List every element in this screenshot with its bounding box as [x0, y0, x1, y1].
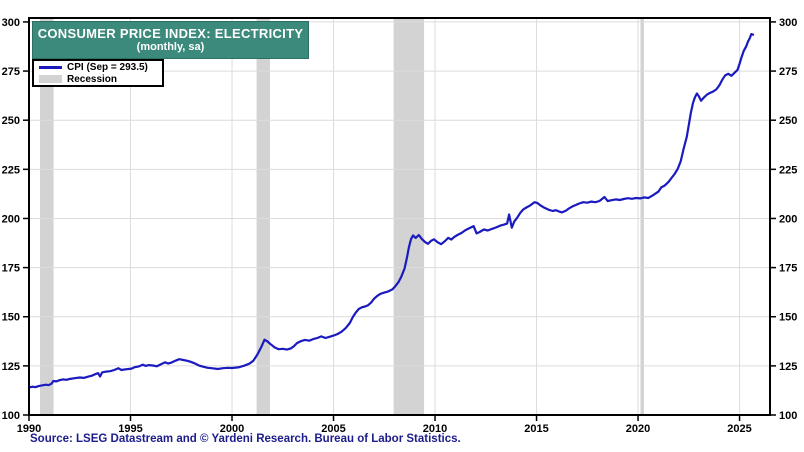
recession-band	[640, 18, 644, 415]
x-axis-label: 2015	[524, 423, 548, 435]
x-axis-label: 2000	[220, 423, 244, 435]
recession-band	[256, 18, 270, 415]
recession-band	[39, 18, 54, 415]
x-axis-label: 1995	[118, 423, 142, 435]
source-attribution: Source: LSEG Datastream and © Yardeni Re…	[30, 433, 461, 445]
y-axis-label-right: 175	[779, 263, 797, 275]
x-axis-label: 2005	[321, 423, 345, 435]
y-axis-label-left: 125	[2, 361, 20, 373]
chart-title-box: CONSUMER PRICE INDEX: ELECTRICITY (month…	[32, 21, 309, 59]
y-axis-label-right: 100	[779, 410, 797, 422]
y-axis-label-left: 225	[2, 164, 20, 176]
x-axis-label: 2025	[727, 423, 751, 435]
chart-title: CONSUMER PRICE INDEX: ELECTRICITY	[37, 26, 304, 41]
legend-cpi-label: CPI (Sep = 293.5)	[67, 61, 148, 73]
y-axis-label-right: 125	[779, 361, 797, 373]
y-axis-label-left: 200	[2, 213, 20, 225]
x-axis-label: 2010	[423, 423, 447, 435]
recession-swatch-icon	[39, 75, 62, 83]
y-axis-label-right: 275	[779, 66, 797, 78]
y-axis-label-right: 150	[779, 312, 797, 324]
legend-recession-label: Recession	[67, 73, 118, 85]
y-axis-label-left: 275	[2, 66, 20, 78]
y-axis-label-right: 250	[779, 115, 797, 127]
legend: CPI (Sep = 293.5) Recession	[32, 59, 164, 87]
cpi-series-line	[27, 32, 755, 389]
y-axis-label-right: 200	[779, 213, 797, 225]
chart-subtitle: (monthly, sa)	[136, 41, 205, 53]
y-axis-label-right: 300	[779, 17, 797, 29]
y-axis-label-left: 250	[2, 115, 20, 127]
x-axis-label: 2020	[626, 423, 650, 435]
cpi-line-swatch-icon	[39, 65, 62, 69]
legend-item-recession: Recession	[39, 74, 162, 85]
recession-band	[393, 18, 425, 415]
y-axis-label-right: 225	[779, 164, 797, 176]
y-axis-label-left: 100	[2, 410, 20, 422]
y-axis-label-left: 300	[2, 17, 20, 29]
x-axis-label: 1990	[17, 423, 41, 435]
y-axis-label-left: 150	[2, 312, 20, 324]
legend-item-cpi: CPI (Sep = 293.5)	[39, 62, 162, 73]
plot-border	[28, 17, 771, 416]
y-axis-label-left: 175	[2, 263, 20, 275]
